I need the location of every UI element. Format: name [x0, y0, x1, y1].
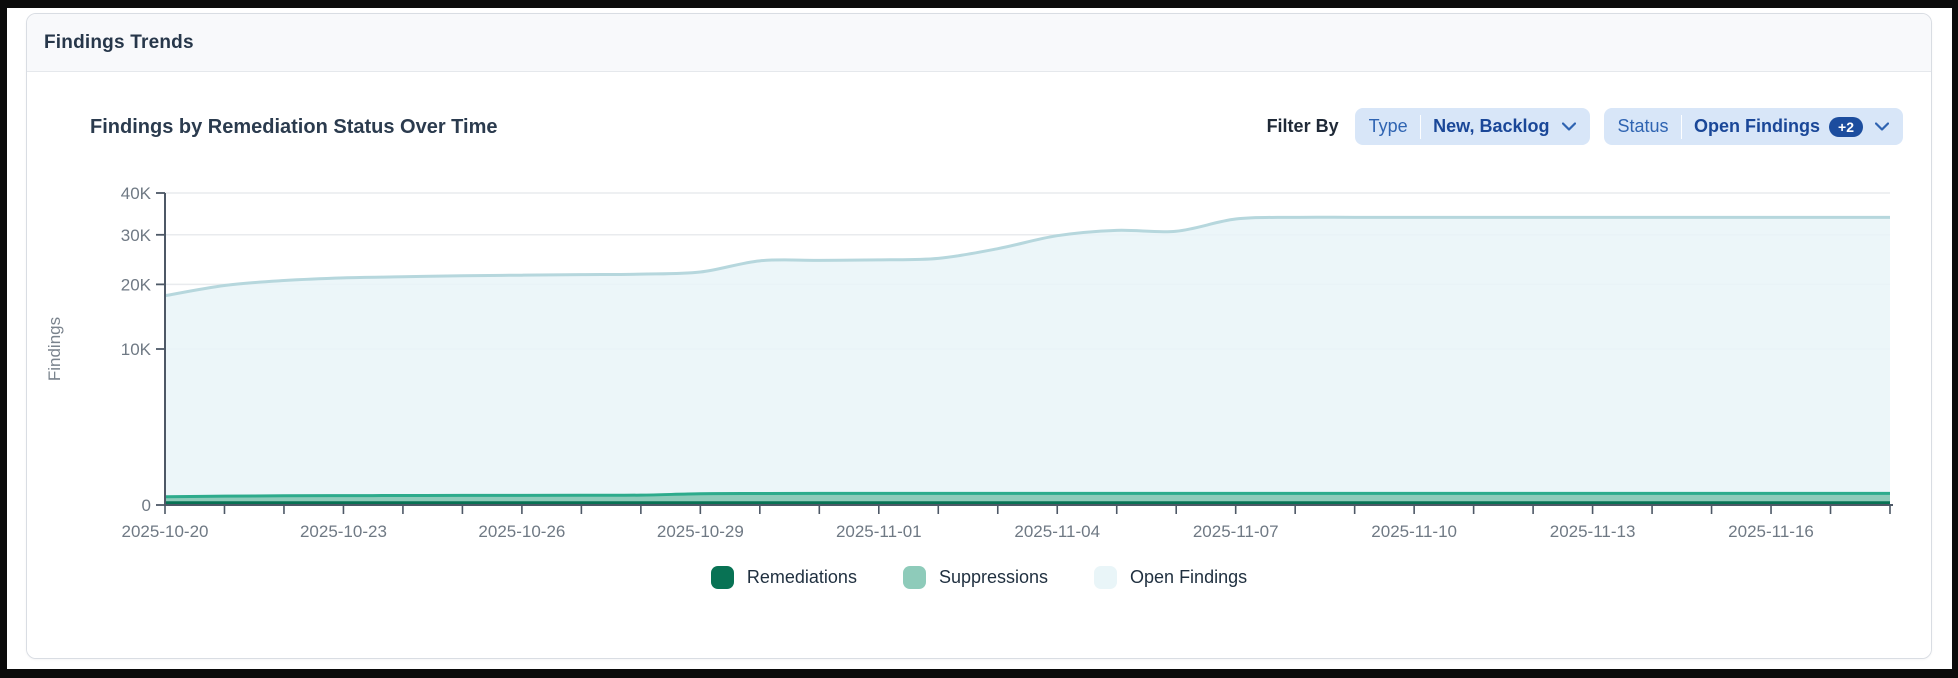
- filter-bar: Filter By Type New, Backlog Status Open …: [1267, 108, 1903, 145]
- legend-label: Suppressions: [938, 567, 1049, 587]
- svg-text:30K: 30K: [121, 226, 152, 245]
- type-filter-dropdown[interactable]: Type New, Backlog: [1354, 108, 1590, 145]
- svg-text:10K: 10K: [121, 340, 152, 359]
- legend-item-suppressions[interactable]: Suppressions: [902, 566, 1049, 589]
- svg-text:2025-11-07: 2025-11-07: [1193, 522, 1279, 541]
- status-filter-dropdown[interactable]: Status Open Findings +2: [1603, 108, 1903, 145]
- svg-text:2025-11-16: 2025-11-16: [1728, 522, 1814, 541]
- legend-label: Open Findings: [1130, 567, 1248, 587]
- svg-text:2025-11-04: 2025-11-04: [1014, 522, 1100, 541]
- status-filter-label: Status: [1617, 116, 1669, 136]
- findings-trend-chart[interactable]: 0 10K 20K 30K 40K 2025-10-20 2025-10-23 2025-10…: [27, 72, 1932, 572]
- filter-by-label: Filter By: [1266, 116, 1339, 136]
- chart-legend: Remediations Suppressions Open Findings: [27, 566, 1931, 589]
- open-findings-swatch-icon: [1094, 566, 1118, 589]
- svg-text:2025-10-26: 2025-10-26: [478, 522, 565, 541]
- findings-trends-panel: Findings Trends Findings by Remediation …: [26, 13, 1932, 659]
- panel-title: Findings Trends: [44, 31, 194, 53]
- legend-label: Remediations: [746, 567, 857, 587]
- chart-title: Findings by Remediation Status Over Time: [90, 116, 498, 138]
- svg-text:2025-11-13: 2025-11-13: [1550, 522, 1636, 541]
- pill-divider: [1419, 114, 1422, 139]
- svg-text:40K: 40K: [121, 184, 152, 203]
- status-filter-count-badge: +2: [1829, 116, 1863, 137]
- svg-text:0: 0: [142, 496, 151, 515]
- chevron-down-icon: [1875, 122, 1889, 131]
- svg-text:20K: 20K: [121, 275, 152, 294]
- svg-text:2025-11-01: 2025-11-01: [836, 522, 922, 541]
- svg-text:2025-10-23: 2025-10-23: [300, 522, 387, 541]
- panel-body: Findings by Remediation Status Over Time…: [27, 72, 1932, 658]
- pill-divider: [1680, 114, 1683, 139]
- chevron-down-icon: [1561, 122, 1576, 131]
- svg-text:2025-10-29: 2025-10-29: [657, 522, 744, 541]
- status-filter-value: Open Findings: [1694, 116, 1821, 136]
- svg-text:2025-10-20: 2025-10-20: [122, 522, 209, 541]
- remediations-swatch-icon: [710, 566, 734, 589]
- svg-text:Findings: Findings: [45, 317, 64, 381]
- type-filter-label: Type: [1368, 116, 1408, 136]
- panel-header: Findings Trends: [27, 14, 1931, 72]
- svg-text:2025-11-10: 2025-11-10: [1371, 522, 1457, 541]
- legend-item-open-findings[interactable]: Open Findings: [1094, 566, 1247, 589]
- page: Findings Trends Findings by Remediation …: [7, 8, 1952, 669]
- type-filter-value: New, Backlog: [1433, 116, 1550, 136]
- suppressions-swatch-icon: [902, 566, 926, 589]
- legend-item-remediations[interactable]: Remediations: [710, 566, 857, 589]
